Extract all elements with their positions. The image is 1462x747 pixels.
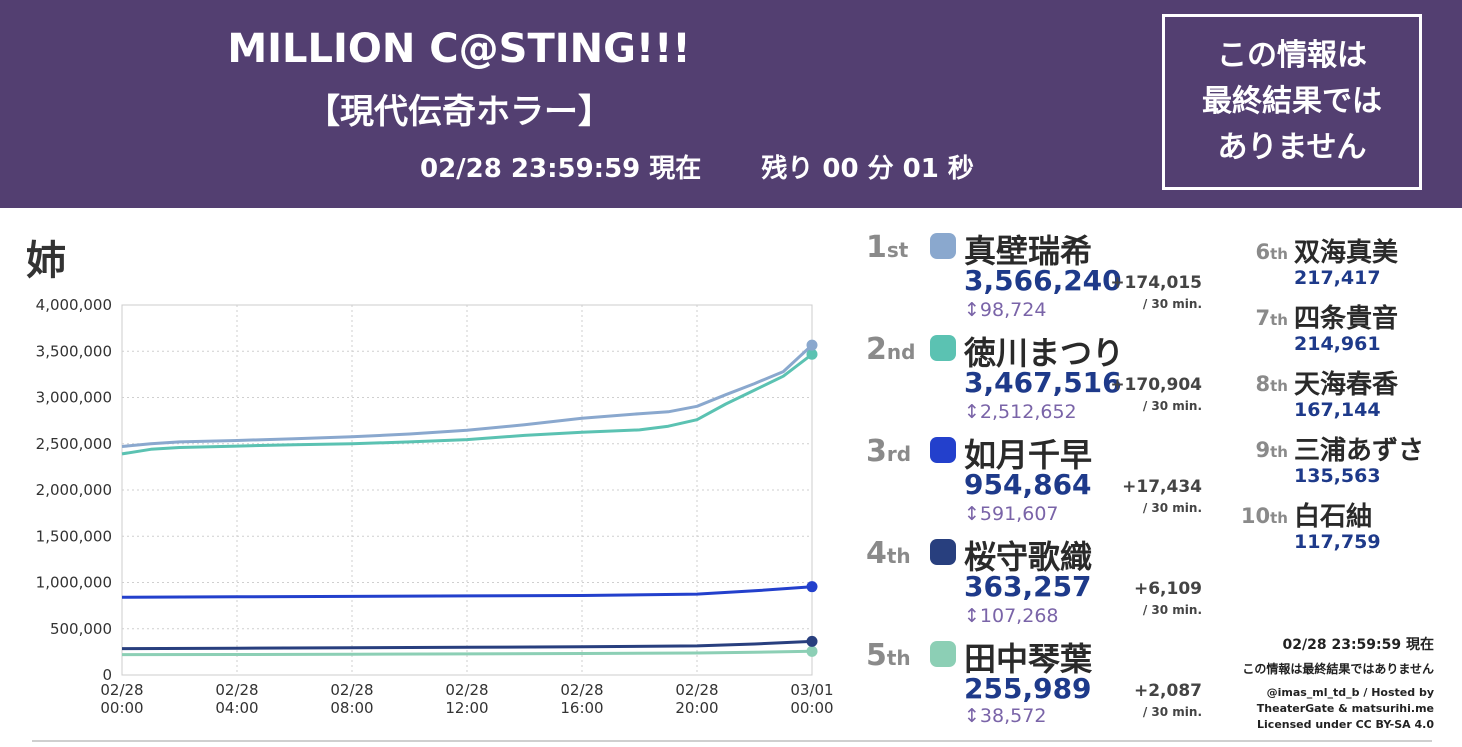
rank-gap: ↕2,512,652 [964,401,1077,423]
rank-gap: ↕107,268 [964,605,1059,627]
rank-name: 天海春香 [1294,370,1399,400]
header-banner: MILLION C@STING!!! 【現代伝奇ホラー】 02/28 23:59… [0,0,1462,208]
series-color-swatch [930,641,956,667]
y-tick-label: 2,000,000 [36,481,112,499]
x-tick-label: 02/28 04:00 [215,681,258,717]
rank-label: 1st [866,230,909,265]
rank-name: 三浦あずさ [1294,436,1425,466]
y-tick-label: 0 [102,666,112,684]
series-line [121,649,813,657]
remaining-time: 残り 00 分 01 秒 [761,154,974,184]
bottom-divider [32,740,1432,742]
y-tick-label: 1,000,000 [36,574,112,592]
chart-title: 姉 [26,238,66,284]
rank-per: / 30 min. [1142,501,1202,515]
rank-delta: +17,434 [1122,477,1202,497]
rank-label: 10th [1240,504,1288,528]
y-tick-label: 2,500,000 [36,435,112,453]
rank-name: 徳川まつり [964,334,1125,372]
series-endpoint [806,645,818,657]
rank-delta: +2,087 [1133,681,1202,701]
series-line [121,585,813,599]
rank-label: 4th [866,536,911,571]
series-line [121,353,813,456]
rank-score: 3,566,240 [964,264,1122,297]
rank-gap: ↕38,572 [964,705,1047,727]
series-line [121,639,813,651]
x-tick-label: 02/28 00:00 [100,681,143,717]
rank-name: 双海真美 [1294,238,1399,268]
footer-timestamp: 02/28 23:59:59 現在 [1282,637,1434,653]
status-line: 02/28 23:59:59 現在 残り 00 分 01 秒 [420,148,974,185]
rank-name: 桜守歌織 [964,538,1093,576]
rank-gap: ↕98,724 [964,299,1047,321]
series-color-swatch [930,335,956,361]
y-tick-label: 1,500,000 [36,527,112,545]
rank-per: / 30 min. [1142,297,1202,311]
y-tick-label: 500,000 [50,620,112,638]
rank-score: 255,989 [964,672,1092,705]
y-tick-label: 4,000,000 [36,296,112,314]
rank-label: 8th [1255,372,1288,396]
rank-per: / 30 min. [1142,603,1202,617]
footer-note: この情報は最終結果ではありません [1242,662,1434,676]
rank-score: 217,417 [1294,267,1381,289]
y-tick-label: 3,000,000 [36,389,112,407]
rank-gap: ↕591,607 [964,503,1059,525]
notice-line-1: この情報は [1217,38,1367,73]
x-tick-label: 02/28 08:00 [330,681,373,717]
rank-name: 白石紬 [1294,502,1373,532]
rank-score: 167,144 [1294,399,1381,421]
page-subtitle: 【現代伝奇ホラー】 [306,92,612,132]
page-title: MILLION C@STING!!! [227,26,691,72]
line-chart: 0 500,000 1,000,000 1,500,000 2,000,000 2,500… [36,296,834,717]
rank-score: 363,257 [964,570,1092,603]
rank-score: 954,864 [964,468,1092,501]
rank-name: 田中琴葉 [964,640,1093,678]
rank-delta: +174,015 [1110,273,1202,293]
rank-label: 2nd [866,332,916,367]
footer-credit-3: Licensed under CC BY-SA 4.0 [1257,718,1434,731]
footer-credit-2: TheaterGate & matsurihi.me [1256,702,1434,715]
series-endpoint [806,581,818,593]
rank-label: 6th [1255,240,1288,264]
rank-name: 真壁瑞希 [964,232,1093,270]
series-color-swatch [930,539,956,565]
series-line [121,343,814,448]
rank-per: / 30 min. [1142,705,1202,719]
notice-box: この情報は 最終結果では ありません [1162,14,1422,190]
notice-line-2: 最終結果では [1202,84,1382,119]
rank-delta: +6,109 [1133,579,1202,599]
y-tick-label: 3,500,000 [36,342,112,360]
x-tick-label: 02/28 20:00 [675,681,718,717]
series-color-swatch [930,233,956,259]
rank-name: 四条貴音 [1294,304,1399,334]
rank-label: 7th [1255,306,1288,330]
footer-credit-1: @imas_ml_td_b / Hosted by [1266,686,1434,699]
rank-label: 9th [1255,438,1288,462]
rank-score: 117,759 [1294,531,1381,553]
rank-label: 5th [866,638,911,673]
rank-per: / 30 min. [1142,399,1202,413]
series-endpoint [806,635,818,647]
rank-name: 如月千早 [964,436,1093,474]
rank-score: 214,961 [1294,333,1381,355]
x-tick-label: 02/28 16:00 [560,681,603,717]
series-endpoint [806,348,818,360]
rank-delta: +170,904 [1110,375,1202,395]
x-tick-label: 02/28 12:00 [445,681,488,717]
x-tick-label: 03/01 00:00 [790,681,833,717]
rank-label: 3rd [866,434,912,469]
header-timestamp: 02/28 23:59:59 現在 [420,154,702,184]
rank-score: 135,563 [1294,465,1381,487]
series-endpoint [806,339,818,351]
footer-info: 02/28 23:59:59 現在 この情報は最終結果ではありません @imas… [1200,634,1434,733]
series-color-swatch [930,437,956,463]
notice-line-3: ありません [1217,130,1367,165]
rank-score: 3,467,516 [964,366,1122,399]
